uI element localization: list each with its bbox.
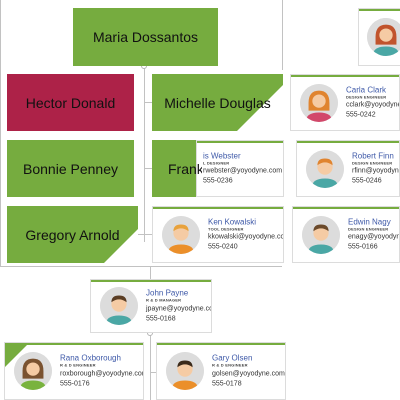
person-title: DESIGN ENGINEER [352,160,393,166]
person-email[interactable]: kkowalski@yoyodyne.com [208,233,284,241]
connector-line [150,267,151,279]
node-frank[interactable]: Frank [152,140,202,197]
person-card-edwin-nagy[interactable]: Edwin Nagy DESIGN ENGINEER enagy@yoyodyn… [292,206,400,263]
person-phone: 555-0236 [203,177,233,185]
connector-line [144,66,145,242]
person-email[interactable]: enagy@yoyodyne.com [348,233,400,241]
person-phone: 555-0240 [208,243,238,251]
person-email[interactable]: roxborough@yoyodyne.com [60,370,144,378]
person-title: DESIGN ENGINEER [348,226,389,232]
person-name: Gary Olsen [212,353,253,363]
person-title: R & D MANAGER [146,297,182,303]
person-phone: 555-0178 [212,380,242,388]
connector-line [0,0,1,267]
node-name: Hector Donald [25,94,116,111]
person-title: L DESIGNER [203,160,230,166]
node-maria-dossantos[interactable]: Maria Dossantos [73,8,218,66]
person-card-partial[interactable] [358,8,400,66]
person-name: Edwin Nagy [348,217,391,227]
person-card-gary-olsen[interactable]: Gary Olsen R & D ENGINEER golsen@yoyodyn… [156,342,286,400]
person-email[interactable]: rwebster@yoyodyne.com [203,167,283,175]
connector-line [150,333,151,400]
connector-line [150,372,156,373]
node-hector-donald[interactable]: Hector Donald [7,74,134,131]
person-phone: 555-0242 [346,111,376,119]
person-phone: 555-0246 [352,177,382,185]
person-name: Ken Kowalski [208,217,257,227]
person-title: R & D ENGINEER [60,362,96,368]
person-name: Robert Finn [352,151,394,161]
person-phone: 555-0166 [348,243,378,251]
person-name: Carla Clark [346,85,387,95]
connector-line [0,266,282,267]
person-name: Rana Oxborough [60,353,121,363]
node-name: Gregory Arnold [25,226,120,243]
connector-line [144,168,152,169]
person-male-icon [162,215,200,254]
person-title: R & D ENGINEER [212,362,248,368]
person-male-icon [100,287,138,325]
person-email[interactable]: golsen@yoyodyne.com [212,370,285,378]
person-name: is Webster [203,151,241,161]
person-email[interactable]: cclark@yoyodyne.com [346,101,399,109]
connector-line [144,234,152,235]
connector-line [138,234,144,235]
person-female-icon [300,83,338,122]
node-gregory-arnold[interactable]: Gregory Arnold [7,206,138,263]
person-email[interactable]: jpayne@yoyodyne.com [146,305,212,313]
node-name: Bonnie Penney [23,160,118,177]
person-male-icon [306,149,344,188]
person-male-icon [166,352,204,390]
node-bonnie-penney[interactable]: Bonnie Penney [7,140,134,197]
person-title: DESIGN ENGINEER [346,94,387,100]
person-card-john-payne[interactable]: John Payne R & D MANAGER jpayne@yoyodyne… [90,279,212,333]
person-phone: 555-0168 [146,315,176,323]
person-email[interactable]: rfinn@yoyodyne.com [352,167,399,175]
node-name: Frank [168,160,202,177]
person-female-icon [367,18,400,56]
node-name: Maria Dossantos [92,29,199,45]
node-michelle-douglas[interactable]: Michelle Douglas [152,74,283,131]
connector-line [282,0,283,70]
person-title: TOOL DESIGNER [208,226,244,232]
person-card-rana-oxborough[interactable]: Rana Oxborough R & D ENGINEER roxborough… [4,342,144,400]
person-female-icon [14,352,52,390]
person-card-ken-kowalski[interactable]: Ken Kowalski TOOL DESIGNER kkowalski@yoy… [152,206,284,263]
person-card-robert-finn[interactable]: Robert Finn DESIGN ENGINEER rfinn@yoyody… [296,140,400,197]
person-card-carla-clark[interactable]: Carla Clark DESIGN ENGINEER cclark@yoyod… [290,74,400,131]
person-male-icon [302,215,340,254]
person-name: John Payne [146,288,189,298]
person-card-webster[interactable]: is Webster L DESIGNER rwebster@yoyodyne.… [196,140,284,197]
connector-line [144,102,152,103]
node-name: Michelle Douglas [164,94,271,111]
person-phone: 555-0176 [60,380,90,388]
